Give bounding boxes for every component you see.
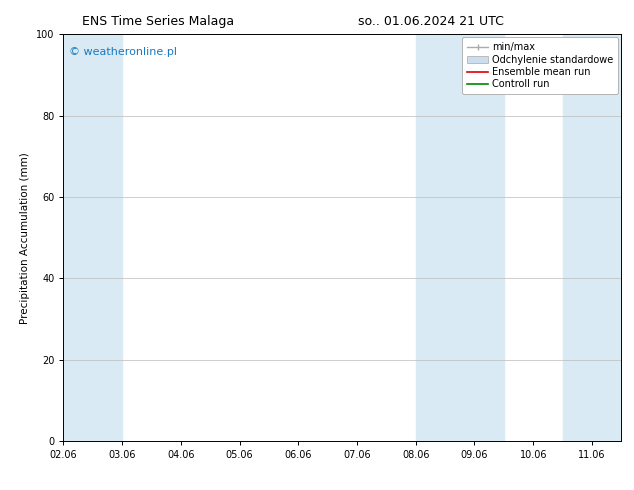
Bar: [416, 34, 504, 441]
Bar: [562, 34, 621, 441]
Text: ENS Time Series Malaga: ENS Time Series Malaga: [82, 15, 235, 28]
Y-axis label: Precipitation Accumulation (mm): Precipitation Accumulation (mm): [20, 152, 30, 323]
Bar: [63, 34, 122, 441]
Legend: min/max, Odchylenie standardowe, Ensemble mean run, Controll run: min/max, Odchylenie standardowe, Ensembl…: [462, 37, 618, 94]
Text: so.. 01.06.2024 21 UTC: so.. 01.06.2024 21 UTC: [358, 15, 504, 28]
Text: © weatheronline.pl: © weatheronline.pl: [69, 47, 177, 56]
